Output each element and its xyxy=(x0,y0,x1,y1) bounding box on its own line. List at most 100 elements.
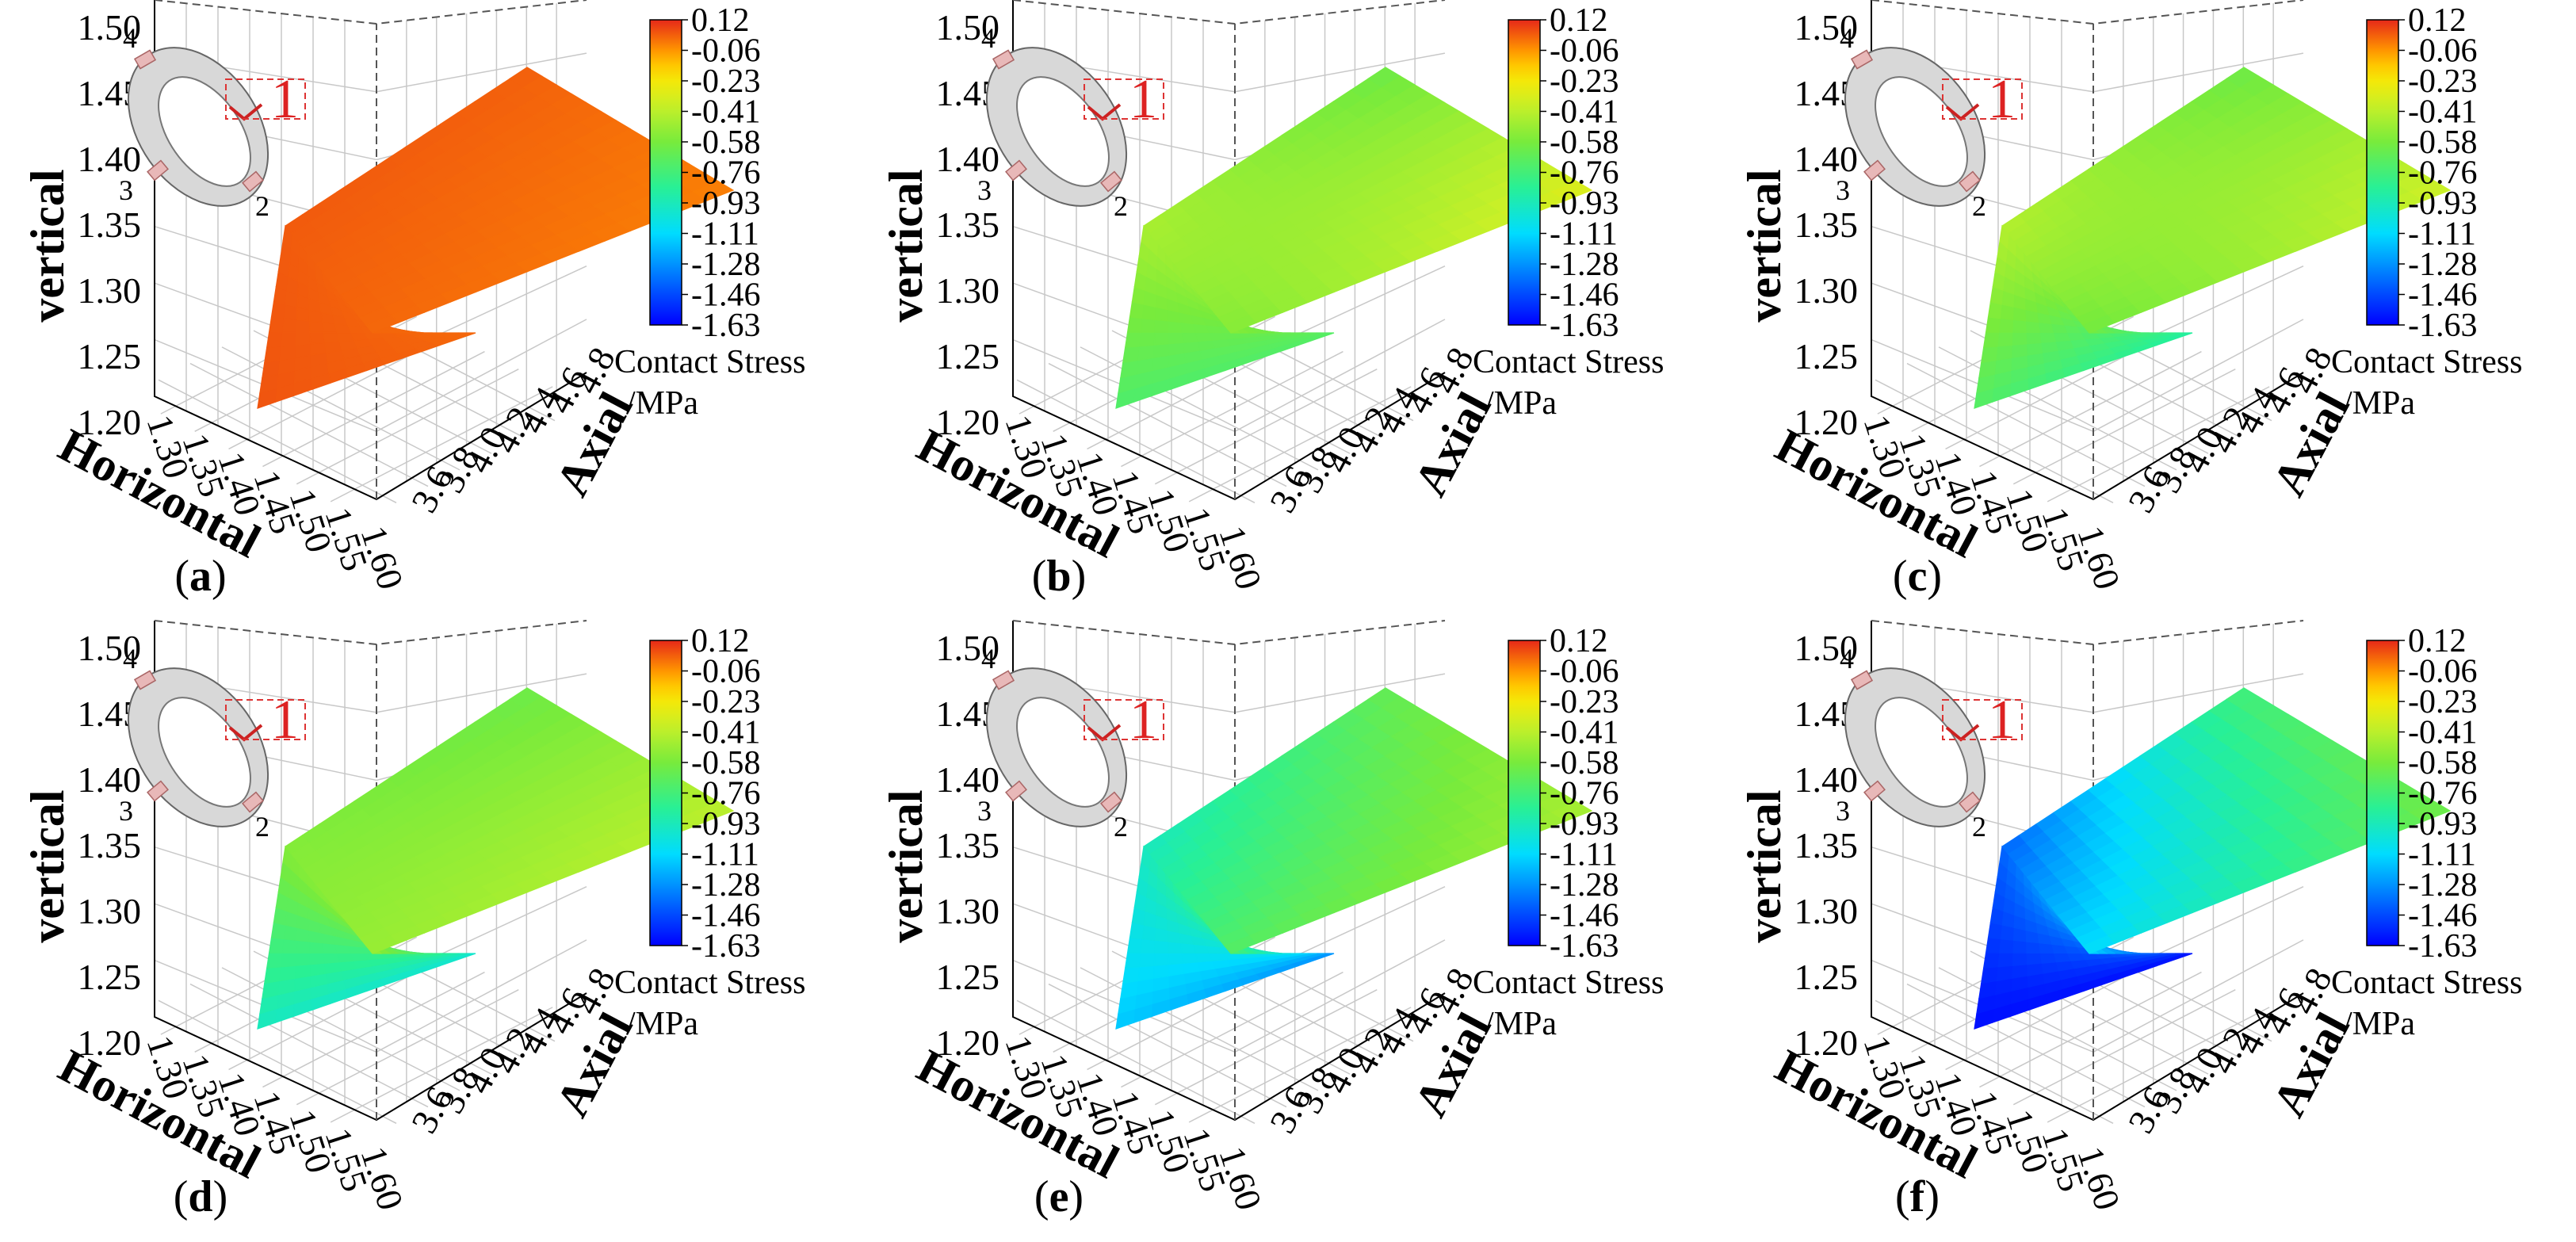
z-tick-label: 1.20 xyxy=(1794,1022,1859,1063)
x-tick-label: 1.60 xyxy=(2070,1141,2127,1214)
surface-cell xyxy=(266,952,284,969)
colorbar-tick-label: 0.12 xyxy=(2408,623,2467,659)
colorbar-title: Contact Stress xyxy=(614,965,805,1001)
colorbar-tick-label: -1.46 xyxy=(1550,277,1619,314)
gridline xyxy=(330,386,553,503)
gridline xyxy=(1875,999,2114,1124)
z-axis-title: vertical xyxy=(880,169,932,322)
inset-ring-diagram: 1 2 3 4 xyxy=(119,643,306,843)
surface-cell xyxy=(1550,801,1593,822)
gridline xyxy=(262,350,485,468)
surface-cell xyxy=(1126,937,1144,953)
x-tick-label: 1.60 xyxy=(1211,521,1269,594)
colorbar-unit: /MPa xyxy=(1485,1006,1557,1042)
surface-cell xyxy=(1996,344,2013,361)
ring-joint-3 xyxy=(147,780,169,802)
surface-cell xyxy=(324,341,342,353)
colorbar-tick-label: -1.11 xyxy=(2408,837,2476,873)
colorbar-tick-label: -1.11 xyxy=(691,216,759,253)
z-tick-label: 1.40 xyxy=(1794,759,1859,800)
colorbar-tick-label: -0.58 xyxy=(1550,124,1619,161)
inset-label-2: 2 xyxy=(255,190,269,222)
gridline xyxy=(1188,386,1412,503)
panel-label: (c) xyxy=(1893,552,1942,601)
colorbar-tick-label: -1.28 xyxy=(691,867,761,904)
panel-label: (a) xyxy=(174,552,226,601)
surface-cell xyxy=(1999,938,2015,953)
surface-cell xyxy=(1985,316,2002,333)
surface-cell xyxy=(2012,952,2028,966)
highlight-box xyxy=(1084,78,1164,120)
surface-cell xyxy=(1168,952,1184,965)
surface-cell xyxy=(2012,319,2028,333)
colorbar xyxy=(1508,19,1541,326)
stress-surface xyxy=(1115,687,1593,1030)
colorbar-tick-label: -0.23 xyxy=(691,684,761,720)
gridline xyxy=(1121,971,1343,1088)
colorbar-tick-label: -0.93 xyxy=(1550,806,1619,843)
z-tick-label: 1.30 xyxy=(78,891,142,931)
surface-cell xyxy=(1139,331,1156,347)
z-tick-label: 1.30 xyxy=(78,270,142,311)
gridline xyxy=(1979,350,2202,468)
ring-joint-3 xyxy=(147,159,169,182)
colorbar-tick-label: 0.12 xyxy=(691,623,750,659)
colorbar-tick-label: -1.28 xyxy=(2408,867,2478,904)
colorbar-tick-label: -0.58 xyxy=(2408,124,2478,161)
z-tick-label: 1.50 xyxy=(936,628,1000,668)
stress-surface xyxy=(1115,67,1593,409)
chart-panel-e: 1.201.251.301.351.401.451.50vertical1.30… xyxy=(880,620,1664,1221)
gridline xyxy=(2012,369,2236,485)
gridline xyxy=(376,673,587,713)
panel-label: (d) xyxy=(174,1172,227,1221)
box-frame-top xyxy=(1871,0,2304,25)
surface-cell xyxy=(1153,964,1170,979)
z-tick-label: 1.50 xyxy=(78,628,142,668)
z-tick-label: 1.25 xyxy=(936,957,1000,997)
inset-label-2: 2 xyxy=(1972,811,1986,843)
colorbar xyxy=(2366,640,2399,946)
stress-surface xyxy=(1974,67,2452,409)
highlight-box xyxy=(225,699,306,740)
z-tick-label: 1.20 xyxy=(936,1022,1000,1063)
colorbar-tick-label: -0.76 xyxy=(2408,776,2478,812)
colorbar-tick-label: -0.23 xyxy=(691,63,761,100)
inset-label-2: 2 xyxy=(1114,811,1128,843)
surface-facet-lower xyxy=(1115,845,1335,1030)
colorbar-tick-label: -1.11 xyxy=(691,837,759,873)
highlight-box xyxy=(225,78,306,120)
colorbar-tick-label: -1.46 xyxy=(691,277,761,314)
surface-facet-lower xyxy=(257,224,476,409)
box-frame-top xyxy=(1012,620,1446,646)
box-frame-top xyxy=(154,0,587,25)
gridline xyxy=(296,369,519,485)
inset-label-4: 4 xyxy=(981,643,996,675)
z-tick-label: 1.50 xyxy=(936,7,1000,48)
colorbar-tick-label: -1.46 xyxy=(691,898,761,934)
gridline xyxy=(1121,350,1343,468)
gridline xyxy=(262,971,485,1088)
gridline xyxy=(221,346,461,471)
colorbar-tick-label: -0.06 xyxy=(2408,33,2478,70)
colorbar xyxy=(649,19,682,326)
surface-cell xyxy=(296,939,311,953)
surface-cell xyxy=(1141,938,1156,953)
colorbar-tick-label: -1.11 xyxy=(1550,837,1618,873)
inset-label-1: 1 xyxy=(271,69,299,130)
inset-ring-diagram: 1 2 3 4 xyxy=(977,643,1164,843)
surface-cell xyxy=(1141,318,1156,333)
gridline xyxy=(1234,673,1446,713)
z-tick-label: 1.20 xyxy=(936,402,1000,442)
surface-cell xyxy=(1122,966,1141,984)
ring-joint-4 xyxy=(992,670,1015,690)
ring-joint-2 xyxy=(1959,170,1981,193)
surface-cell xyxy=(1124,331,1142,348)
surface-cell xyxy=(2027,342,2044,356)
inset-label-3: 3 xyxy=(1836,174,1850,206)
z-tick-label: 1.35 xyxy=(936,204,1000,245)
colorbar-tick-label: -0.76 xyxy=(2408,155,2478,192)
colorbar-tick-label: -0.41 xyxy=(1550,715,1619,751)
z-axis-title: vertical xyxy=(1738,169,1791,322)
inset-label-3: 3 xyxy=(119,174,133,206)
